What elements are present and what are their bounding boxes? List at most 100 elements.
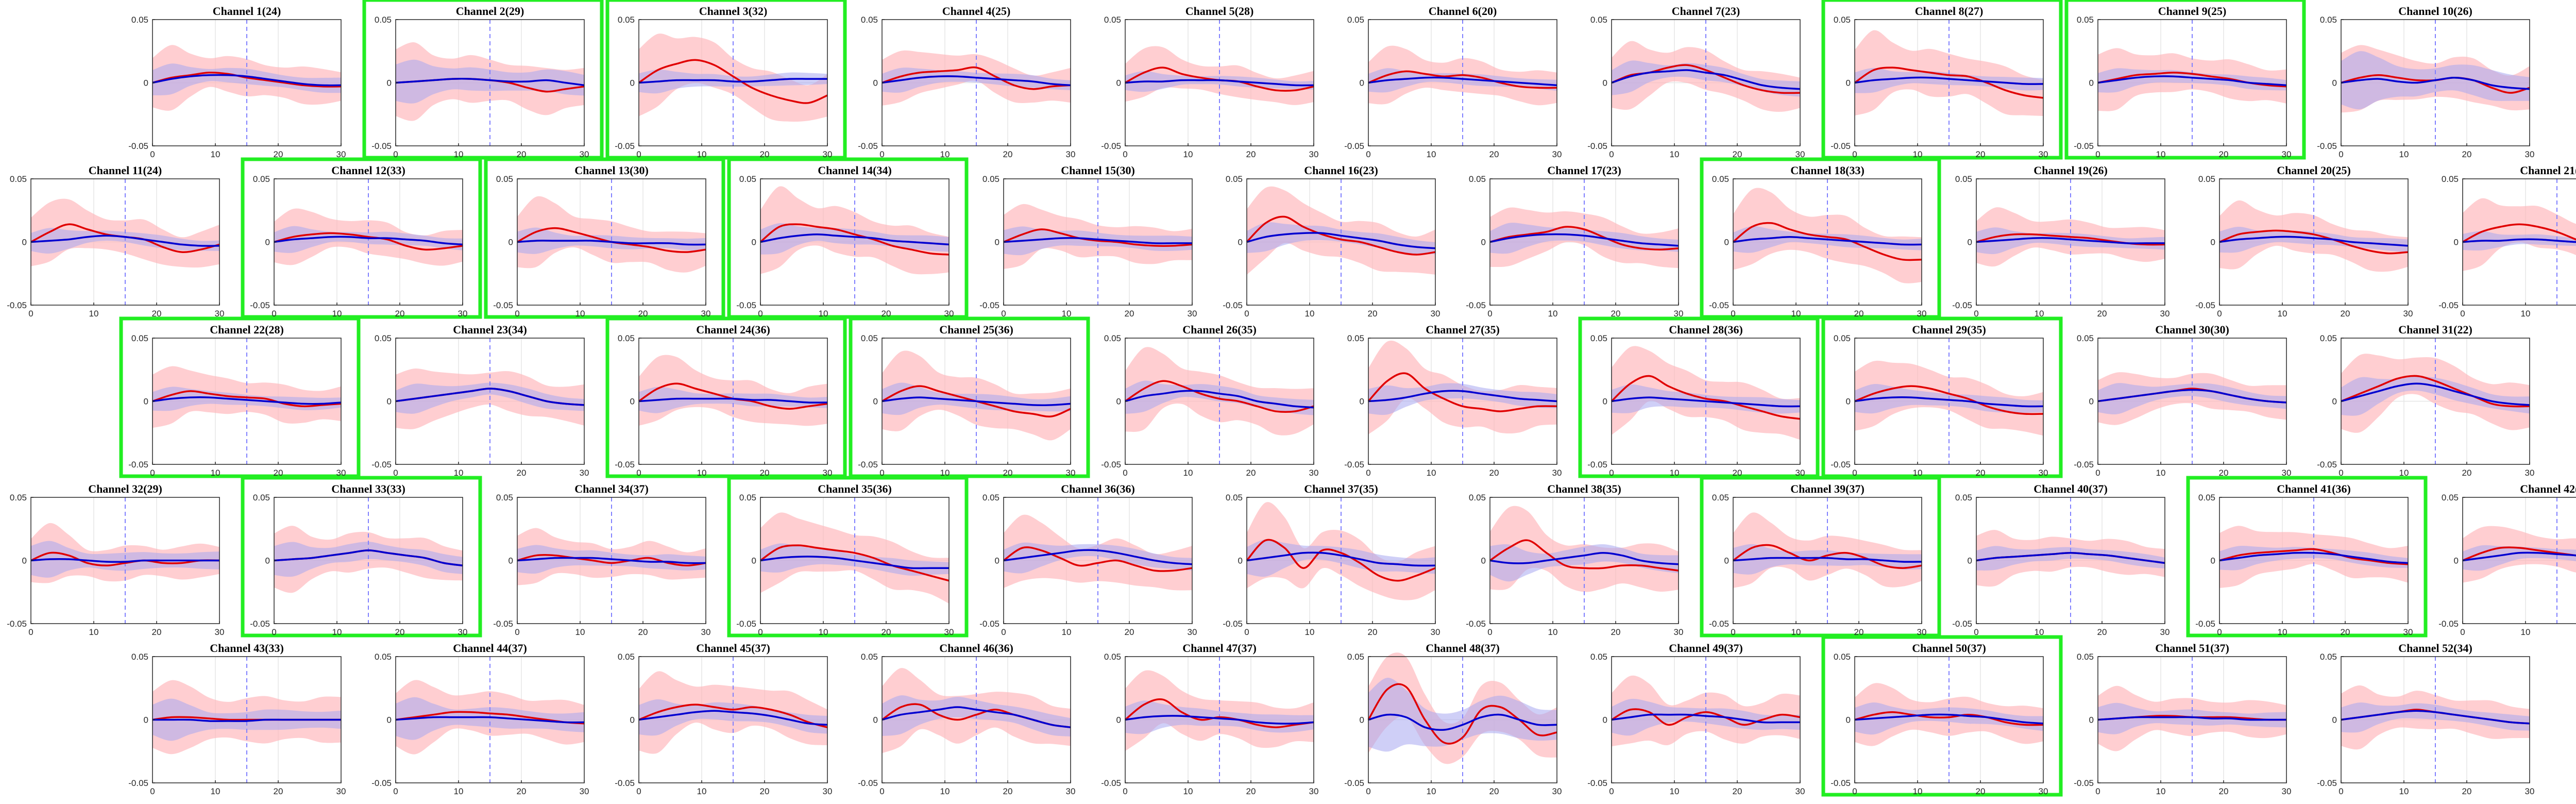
- channel-title: Channel 7(23): [1672, 5, 1740, 18]
- y-tick-label: -0.05: [858, 141, 878, 151]
- red-sd-band: [1612, 346, 1800, 440]
- channel-title: Channel 26(35): [1182, 323, 1257, 336]
- y-tick-label: 0: [387, 78, 392, 88]
- red-mean-line: [152, 390, 342, 408]
- x-tick-label: 10: [1427, 468, 1436, 478]
- blue-mean-line: [2097, 75, 2287, 87]
- x-tick-label: 20: [1976, 149, 1986, 159]
- y-tick-label: -0.05: [2317, 141, 2337, 151]
- red-mean-line: [638, 703, 828, 728]
- y-tick-label: 0: [1116, 397, 1121, 407]
- y-tick-label: 0.05: [131, 333, 148, 343]
- blue-mean-line: [395, 78, 585, 87]
- y-tick-label: 0: [22, 556, 27, 566]
- x-tick-label: 20: [2341, 627, 2350, 637]
- blue-mean-line: [1611, 69, 1801, 90]
- channel-title: Channel 40(37): [2033, 482, 2108, 495]
- x-tick-label: 10: [89, 309, 99, 319]
- blue-mean-line: [1003, 549, 1193, 565]
- y-tick-label: -0.05: [1344, 778, 1364, 788]
- blue-mean-line: [1368, 390, 1557, 403]
- y-tick-label: -0.05: [1344, 141, 1364, 151]
- blue-mean-line: [882, 396, 1071, 406]
- x-tick-label: 0: [393, 149, 398, 159]
- y-tick-label: 0.05: [861, 15, 878, 25]
- channel-title: Channel 32(29): [88, 482, 162, 495]
- blue-sd-band: [274, 541, 463, 577]
- channel-title: Channel 50(37): [1912, 642, 1986, 655]
- y-tick-label: 0: [630, 715, 635, 725]
- highlight-frame: [1821, 0, 2063, 160]
- x-tick-label: 0: [1609, 468, 1614, 478]
- x-tick-label: 10: [1427, 149, 1436, 159]
- x-tick-label: 20: [1733, 786, 1742, 796]
- y-tick-label: -0.05: [250, 300, 270, 310]
- y-tick-label: 0: [1238, 238, 1243, 247]
- blue-mean-line: [1976, 237, 2165, 244]
- x-tick-label: 20: [2462, 786, 2472, 796]
- x-tick-label: 0: [150, 786, 155, 796]
- y-tick-label: -0.05: [1344, 460, 1364, 470]
- y-tick-label: 0: [995, 238, 999, 247]
- blue-mean-line: [152, 74, 342, 87]
- x-tick-label: 10: [1548, 627, 1558, 637]
- x-tick-label: 20: [1489, 149, 1499, 159]
- x-tick-label: 30: [1795, 786, 1805, 796]
- x-tick-label: 20: [517, 149, 527, 159]
- highlight-frame: [1700, 476, 1941, 638]
- x-tick-label: 30: [1795, 149, 1805, 159]
- red-mean-line: [274, 232, 463, 251]
- x-tick-label: 30: [580, 149, 589, 159]
- blue-mean-line: [1246, 232, 1436, 249]
- x-tick-label: 0: [1123, 149, 1127, 159]
- y-tick-label: 0.05: [1469, 174, 1486, 184]
- blue-mean-line: [882, 75, 1071, 87]
- y-tick-label: 0.05: [2198, 174, 2215, 184]
- x-tick-label: 10: [1670, 149, 1680, 159]
- highlight-frame: [362, 0, 604, 160]
- blue-mean-line: [2341, 76, 2530, 90]
- red-mean-line: [759, 223, 950, 256]
- x-tick-label: 0: [1974, 627, 1978, 637]
- x-tick-label: 30: [215, 627, 225, 637]
- blue-sd-band: [639, 387, 827, 413]
- x-tick-label: 30: [336, 786, 346, 796]
- y-tick-label: 0.05: [1347, 15, 1364, 25]
- y-tick-label: 0.05: [1347, 652, 1364, 662]
- blue-mean-line: [517, 240, 706, 246]
- y-tick-label: 0.05: [618, 15, 635, 25]
- y-tick-label: 0.05: [1590, 15, 1607, 25]
- x-tick-label: 20: [2219, 468, 2229, 478]
- y-tick-label: 0: [1968, 556, 1972, 566]
- x-tick-label: 20: [152, 627, 162, 637]
- x-tick-label: 10: [1548, 309, 1558, 319]
- x-tick-label: 30: [215, 309, 225, 319]
- x-tick-label: 0: [879, 468, 884, 478]
- x-tick-label: 30: [1309, 149, 1319, 159]
- y-tick-label: 0.05: [375, 652, 392, 662]
- y-tick-label: -0.05: [1466, 300, 1486, 310]
- highlight-frame: [2064, 0, 2306, 160]
- channel-title: Channel 10(26): [2398, 5, 2472, 18]
- channel-title: Channel 18(33): [1790, 164, 1865, 177]
- red-mean-line: [1732, 222, 1922, 261]
- y-tick-label: 0.05: [982, 493, 999, 502]
- y-tick-label: 0: [873, 715, 878, 725]
- channel-title: Channel 33(33): [331, 482, 405, 495]
- channel-title: Channel 22(28): [210, 323, 284, 336]
- blue-mean-line: [2097, 716, 2286, 721]
- highlight-frame: [1700, 157, 1941, 319]
- x-tick-label: 0: [393, 786, 398, 796]
